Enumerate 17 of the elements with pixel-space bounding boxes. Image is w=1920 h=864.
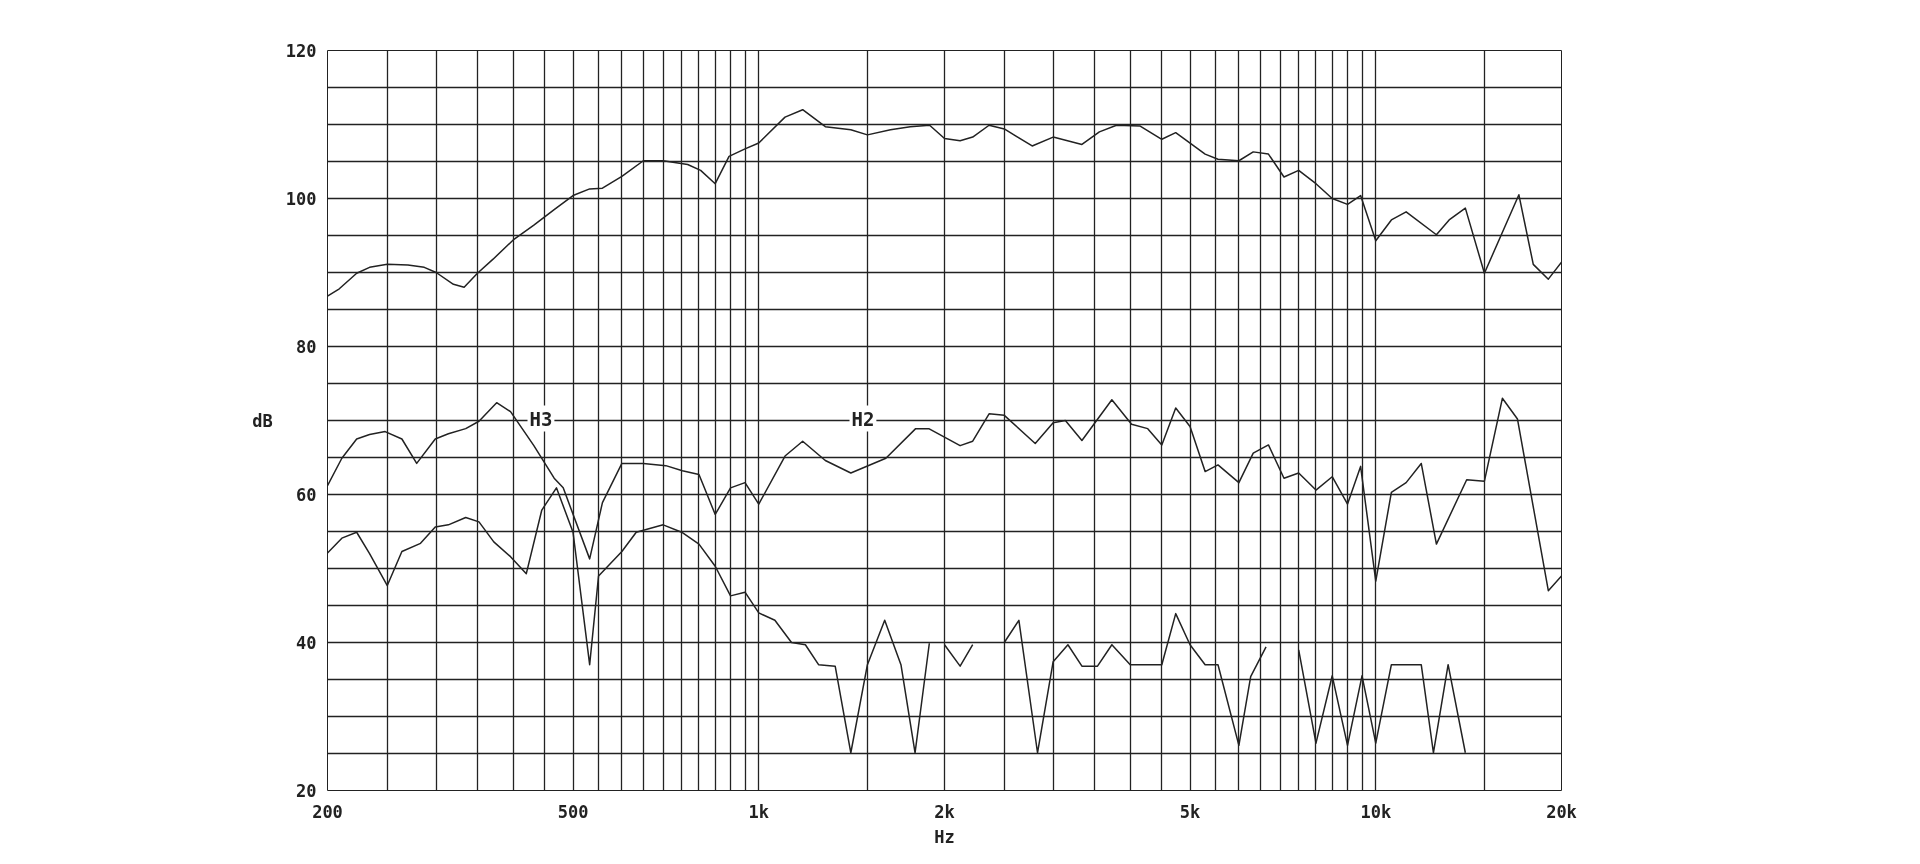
y-tick-label: 40 [296, 633, 317, 653]
y-tick-label: 120 [285, 41, 317, 61]
x-tick-label: 500 [557, 801, 589, 822]
y-tick-label: 100 [285, 189, 317, 209]
x-tick-label: 200 [312, 801, 343, 822]
y-axis-title: dB [252, 410, 273, 431]
x-tick-label: 1k [748, 801, 770, 822]
x-tick-label: 10k [1360, 801, 1392, 822]
annotation: H2 [851, 407, 875, 430]
annotation: H3 [529, 407, 553, 430]
x-tick-label: 20k [1546, 801, 1577, 822]
y-tick-label: 60 [296, 485, 317, 505]
y-tick-label: 80 [296, 337, 317, 357]
x-tick-label: 2k [934, 801, 955, 822]
x-tick-label: 5k [1179, 801, 1201, 822]
x-axis-title: Hz [934, 826, 955, 847]
y-tick-label: 20 [296, 781, 317, 801]
